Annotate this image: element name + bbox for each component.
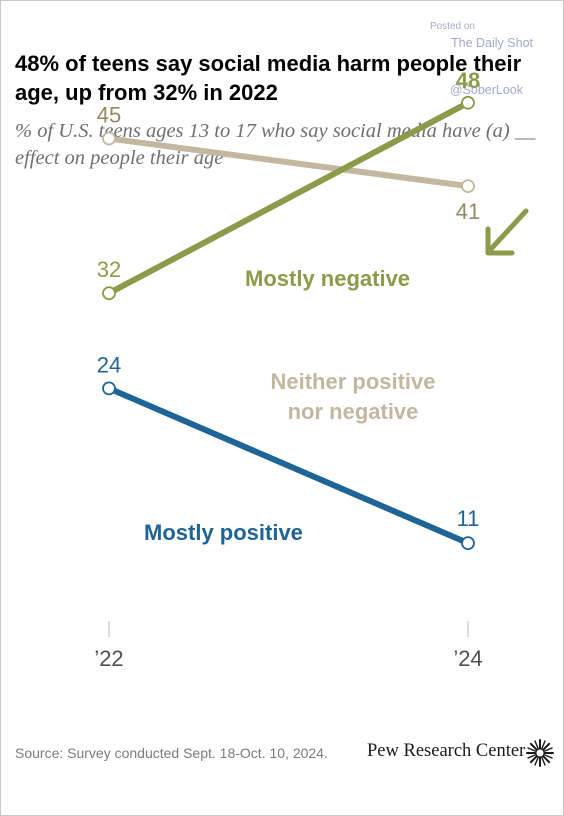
data-point-neutral-start	[102, 131, 116, 146]
series-line-negative	[107, 100, 470, 296]
chart-title: 48% of teens say social media harm peopl…	[15, 51, 522, 105]
series-label-negative: Mostly negative	[245, 266, 410, 291]
data-label-neutral-start: 45	[97, 103, 121, 128]
brand-name: Pew Research Center	[367, 741, 526, 761]
watermark-posted: Posted on	[429, 21, 475, 32]
watermark-source: The Daily Shot	[451, 36, 533, 50]
series-label-neutral-line1: Neither positive	[270, 369, 435, 394]
series-line-positive	[107, 385, 470, 546]
data-label-negative-start: 32	[97, 257, 121, 282]
data-label-positive-start: 24	[97, 352, 121, 377]
series-label-positive: Mostly positive	[144, 520, 303, 545]
x-tick-label: ’22	[94, 646, 123, 671]
data-label-negative-end: 48	[456, 68, 480, 93]
line-chart: ’22 ’24 45 41 32 48 24 11 Mostly negative Mostly …	[94, 68, 529, 671]
pew-sunburst-icon	[526, 739, 554, 767]
data-label-positive-end: 11	[457, 506, 480, 531]
data-point-neutral-end	[461, 179, 475, 194]
series-label-neutral-line2: nor negative	[288, 399, 419, 424]
watermark-handle: @SoberLook	[449, 83, 523, 97]
annotation-arrow-head	[485, 226, 515, 256]
data-label-neutral-end: 41	[456, 199, 480, 224]
x-tick-label: ’24	[453, 646, 482, 671]
data-point-negative-start	[102, 286, 116, 301]
data-point-positive-end	[461, 536, 475, 550]
series-line-neutral	[108, 135, 469, 190]
annotation-arrow-shaft	[488, 208, 529, 252]
source-note: Source: Survey conducted Sept. 18-Oct. 1…	[15, 745, 328, 761]
data-point-positive-start	[102, 381, 116, 396]
data-point-negative-end	[461, 95, 475, 110]
